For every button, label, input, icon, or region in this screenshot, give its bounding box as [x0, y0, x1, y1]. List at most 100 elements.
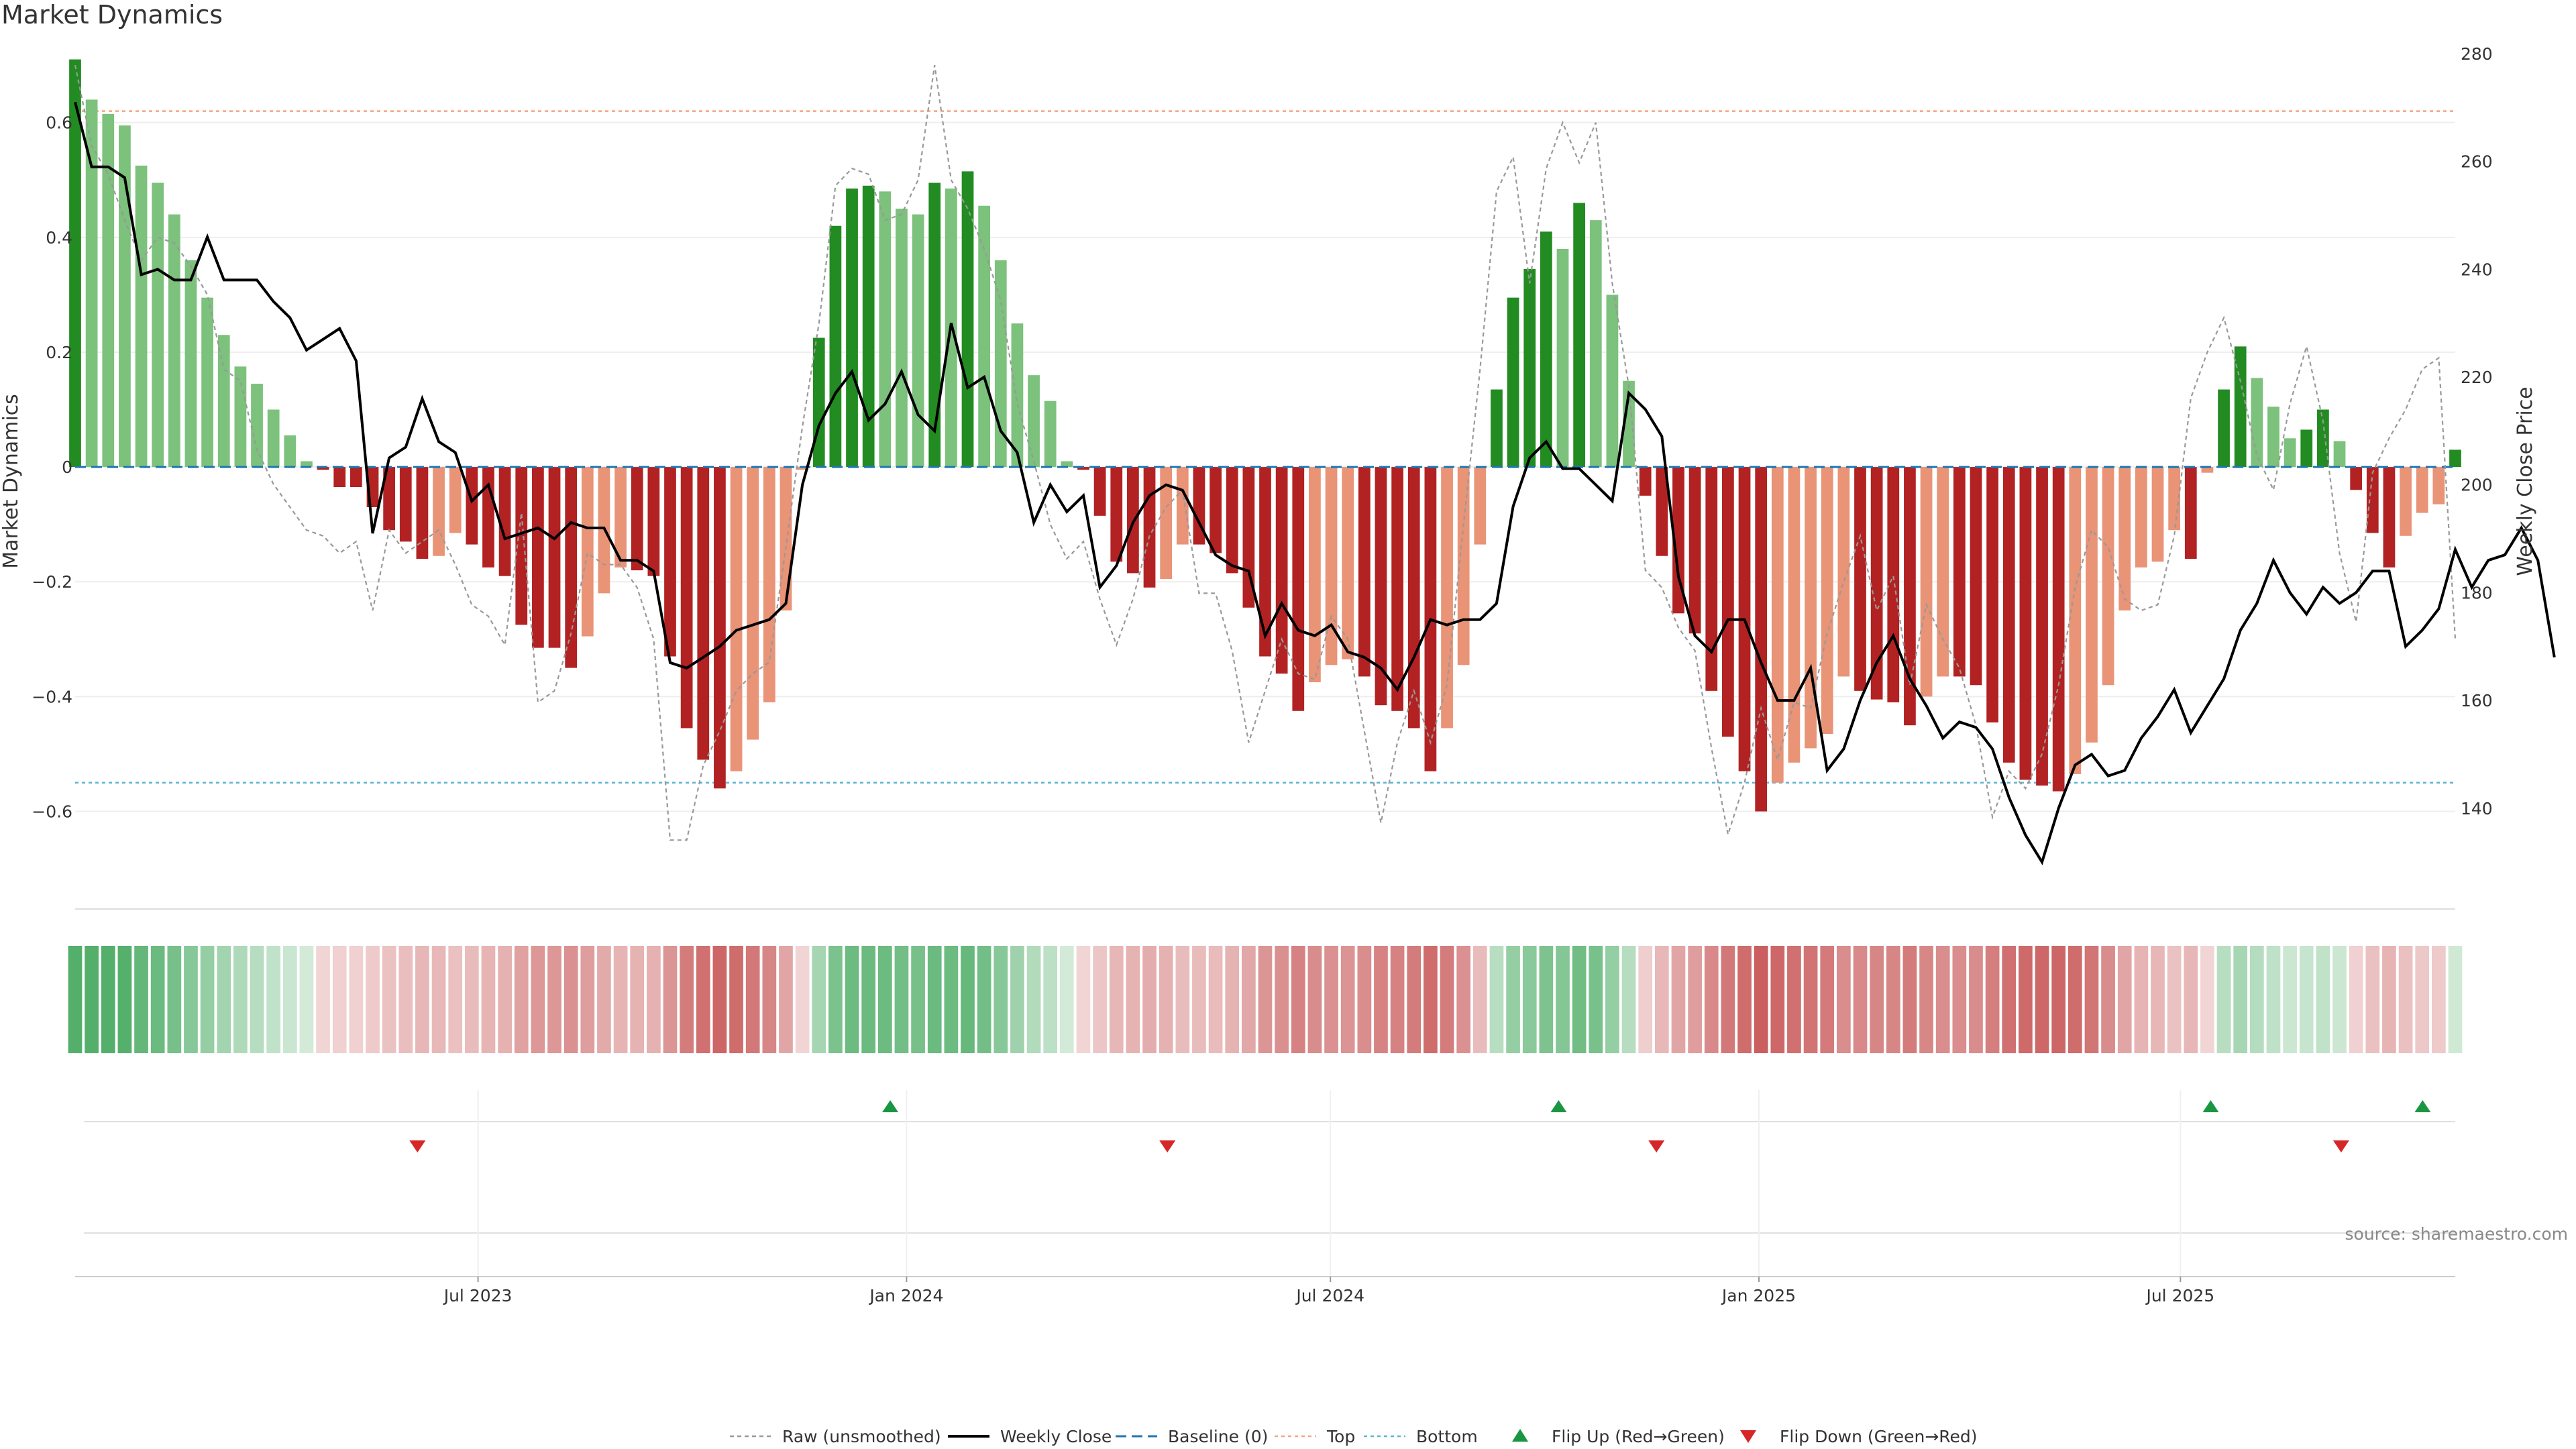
heat-cell: [663, 946, 678, 1053]
heat-cell: [1258, 946, 1273, 1053]
flip-up-marker: [1550, 1100, 1567, 1112]
heat-cell: [1654, 946, 1669, 1053]
legend-label: Baseline (0): [1168, 1427, 1268, 1446]
heat-cell: [2167, 946, 2182, 1053]
dynamics-bar: [548, 467, 561, 648]
dynamics-bar: [1606, 294, 1619, 468]
dynamics-bar: [614, 467, 627, 568]
dynamics-bar: [763, 467, 775, 702]
dynamics-bar: [2069, 467, 2082, 774]
dynamics-bar: [2350, 467, 2363, 490]
heat-cell: [845, 946, 859, 1053]
dynamics-bar: [631, 467, 643, 571]
dynamics-bar: [1292, 467, 1305, 711]
heat-cell: [861, 946, 876, 1053]
dynamics-bar: [217, 335, 230, 468]
y-tick-label: 0.4: [46, 228, 72, 248]
heat-cell: [1407, 946, 1421, 1053]
heat-cell: [1043, 946, 1058, 1053]
dynamics-bar: [1375, 467, 1387, 706]
dynamics-bar: [2333, 441, 2346, 468]
dynamics-bar: [267, 409, 280, 468]
legend-item-bottom: Bottom: [1364, 1427, 1478, 1446]
bar-series: [69, 59, 2461, 812]
dynamics-bar: [2449, 449, 2461, 468]
heat-cell: [134, 946, 148, 1053]
flip-up-marker: [2202, 1100, 2219, 1112]
heat-cell: [547, 946, 561, 1053]
dynamics-bar: [1788, 467, 1801, 763]
legend-swatch-flip-down: [1740, 1430, 1756, 1443]
heat-cell: [2200, 946, 2214, 1053]
heat-cell: [1275, 946, 1289, 1053]
dynamics-bar: [1143, 467, 1156, 588]
y2-tick-label: 180: [2461, 583, 2493, 602]
heat-cell: [415, 946, 429, 1053]
heat-cell: [1820, 946, 1835, 1053]
dynamics-bar: [2201, 467, 2214, 473]
dynamics-bar: [2151, 467, 2164, 562]
heat-cell: [1721, 946, 1735, 1053]
dynamics-bar: [1358, 467, 1371, 677]
grid-lines: [75, 110, 2455, 812]
dynamics-bar: [317, 467, 329, 470]
heat-cell: [299, 946, 314, 1053]
heat-cell: [1291, 946, 1305, 1053]
dynamics-bar: [333, 467, 346, 488]
dynamics-bar: [1474, 467, 1487, 545]
heat-cell: [630, 946, 645, 1053]
heat-cell: [1572, 946, 1587, 1053]
heat-cell: [1208, 946, 1223, 1053]
y-axis-label: Market Dynamics: [0, 394, 23, 569]
heat-cell: [1175, 946, 1190, 1053]
heat-cell: [1556, 946, 1570, 1053]
heat-cell: [2184, 946, 2198, 1053]
heat-cell: [2216, 946, 2231, 1053]
weekly-close-line: [74, 101, 2556, 865]
heat-cell: [1440, 946, 1454, 1053]
heat-cell: [2002, 946, 2017, 1053]
heat-cell: [2283, 946, 2297, 1053]
dynamics-bar: [2102, 467, 2114, 686]
legend-item-flip-down: Flip Down (Green→Red): [1740, 1427, 1978, 1446]
heat-cell: [1902, 946, 1917, 1053]
dynamics-bar: [119, 125, 131, 468]
dynamics-bar: [565, 467, 578, 668]
dynamics-bar: [383, 467, 396, 531]
y2-tick-label: 240: [2461, 260, 2493, 279]
dynamics-bar: [961, 171, 974, 468]
dynamics-bar: [2383, 467, 2396, 568]
heat-cell: [2382, 946, 2396, 1053]
heat-cell: [167, 946, 182, 1053]
heat-cell: [1109, 946, 1124, 1053]
dynamics-bar: [2317, 409, 2329, 468]
dynamics-bar: [2168, 467, 2181, 531]
heat-cell: [2117, 946, 2132, 1053]
heat-cell: [877, 946, 892, 1053]
heat-cell: [2101, 946, 2115, 1053]
x-tick-label: Jul 2025: [2145, 1286, 2214, 1305]
dynamics-bar: [498, 467, 511, 576]
heat-cell: [448, 946, 463, 1053]
heat-cell: [2432, 946, 2446, 1053]
heat-cell: [1589, 946, 1603, 1053]
flip-markers: [84, 1090, 2455, 1277]
heat-cell: [282, 946, 297, 1053]
heat-cell: [316, 946, 330, 1053]
heat-cell: [1853, 946, 1868, 1053]
legend-item-top: Top: [1275, 1427, 1355, 1446]
heat-cell: [1142, 946, 1157, 1053]
dynamics-bar: [184, 260, 197, 468]
dynamics-bar: [1821, 467, 1833, 735]
heat-cell: [580, 946, 595, 1053]
heat-cell: [712, 946, 727, 1053]
y-tick-label: 0: [62, 458, 72, 477]
chart-title: Market Dynamics: [1, 0, 223, 30]
dynamics-bar: [1755, 467, 1768, 812]
dynamics-bar: [2218, 389, 2230, 468]
dynamics-bar: [1854, 467, 1866, 691]
dynamics-bar: [466, 467, 478, 545]
dynamics-bar: [1391, 467, 1403, 711]
dynamics-bar: [2086, 467, 2098, 743]
